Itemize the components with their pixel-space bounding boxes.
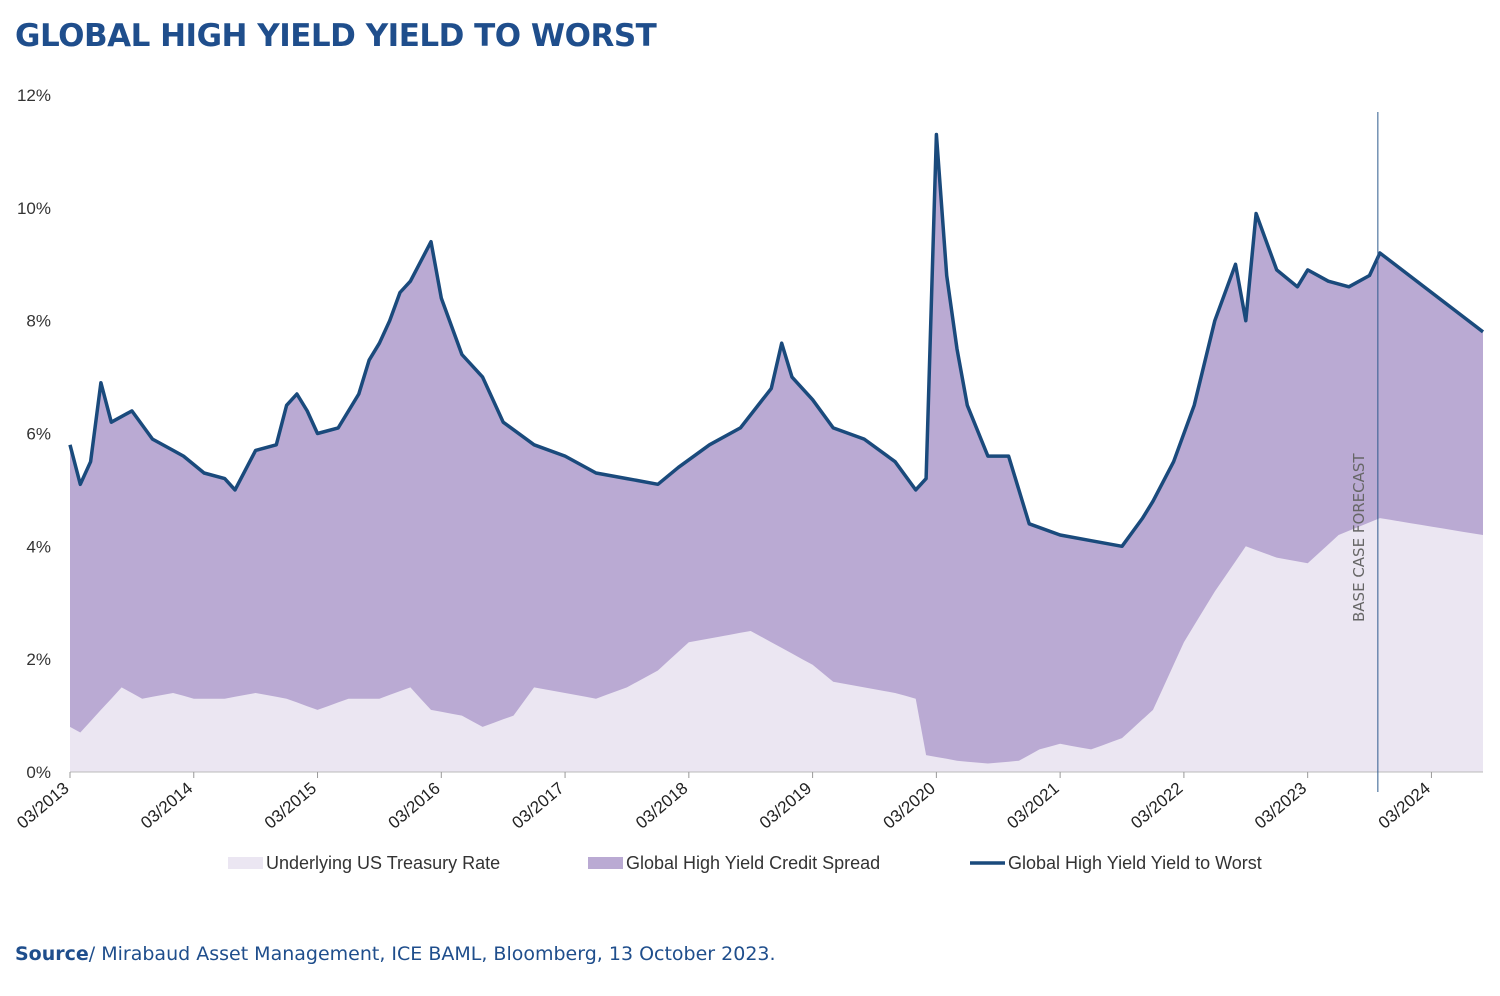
y-axis: 0% 2% 4% 6% 8% 10% 12% [17, 86, 51, 782]
x-tick-label: 03/2022 [1127, 779, 1186, 833]
legend: Underlying US Treasury Rate Global High Y… [228, 853, 1262, 873]
y-tick-label: 2% [26, 650, 51, 669]
source-text: / Mirabaud Asset Management, ICE BAML, B… [88, 943, 776, 965]
source-label: Source [15, 943, 89, 965]
y-tick-label: 8% [26, 312, 51, 331]
x-axis: 03/2013 03/2014 03/2015 03/2016 03/2017 03/20… [13, 771, 1483, 833]
y-tick-label: 10% [17, 199, 51, 218]
legend-spread-swatch [588, 857, 623, 869]
legend-treasury-swatch [228, 857, 263, 869]
series-area-global-high-yield-credit-spread [70, 134, 1483, 772]
x-tick-label: 03/2015 [261, 779, 320, 833]
x-tick-label: 03/2016 [385, 779, 444, 833]
y-tick-label: 0% [26, 763, 51, 782]
chart-areas [68, 132, 1485, 772]
x-tick-label: 03/2021 [1003, 779, 1062, 833]
legend-ytw-label: Global High Yield Yield to Worst [1008, 853, 1262, 873]
x-tick-label: 03/2014 [137, 779, 196, 833]
series-line-ytw [68, 132, 1485, 549]
legend-treasury-label: Underlying US Treasury Rate [266, 853, 500, 873]
x-tick-label: 03/2019 [756, 779, 815, 833]
x-tick-label: 03/2017 [508, 779, 567, 833]
forecast-marker: BASE CASE FORECAST [1350, 112, 1379, 792]
y-tick-label: 12% [17, 86, 51, 105]
x-tick-label: 03/2020 [880, 779, 939, 833]
yield-chart: 0%2%4%6%8%10%12% 03/2013 03/2014 03/2015 03… [13, 86, 1485, 873]
forecast-label: BASE CASE FORECAST [1350, 453, 1368, 622]
y-tick-label: 6% [26, 425, 51, 444]
y-tick-label: 4% [26, 537, 51, 556]
legend-spread-label: Global High Yield Credit Spread [626, 853, 880, 873]
x-tick-label: 03/2013 [13, 779, 72, 833]
x-tick-label: 03/2023 [1251, 779, 1310, 833]
chart-title: GLOBAL HIGH YIELD YIELD TO WORST [15, 18, 657, 54]
series-area-underlying-us-treasury-rate [70, 518, 1483, 772]
x-tick-label: 03/2024 [1375, 779, 1434, 833]
source-note: Source/ Mirabaud Asset Management, ICE B… [15, 943, 776, 965]
x-tick-label: 03/2018 [632, 779, 691, 833]
